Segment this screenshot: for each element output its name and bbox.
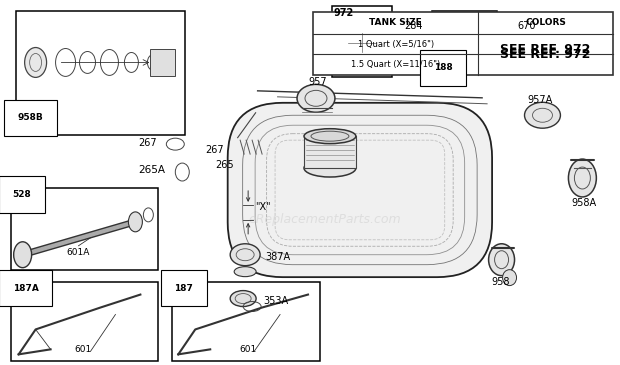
Ellipse shape xyxy=(489,244,515,276)
Ellipse shape xyxy=(525,102,560,128)
Ellipse shape xyxy=(14,242,32,268)
Text: 957: 957 xyxy=(308,77,327,87)
Text: 187: 187 xyxy=(174,284,193,293)
Text: "X": "X" xyxy=(255,202,271,212)
FancyBboxPatch shape xyxy=(151,49,175,76)
Text: 958: 958 xyxy=(492,277,510,287)
Text: TANK SIZE: TANK SIZE xyxy=(370,18,422,27)
Text: 958A: 958A xyxy=(572,198,596,208)
FancyBboxPatch shape xyxy=(172,282,320,361)
Ellipse shape xyxy=(128,212,143,232)
Text: 1 Quart (X=5/16"): 1 Quart (X=5/16") xyxy=(358,39,433,49)
Ellipse shape xyxy=(230,291,256,307)
FancyBboxPatch shape xyxy=(11,282,158,361)
Text: 972: 972 xyxy=(334,8,354,18)
Ellipse shape xyxy=(234,267,256,277)
Text: 528: 528 xyxy=(12,190,32,199)
FancyBboxPatch shape xyxy=(432,11,497,72)
Text: 601A: 601A xyxy=(67,248,90,257)
FancyBboxPatch shape xyxy=(313,12,613,75)
FancyBboxPatch shape xyxy=(16,11,185,135)
Text: SEE REF. 972: SEE REF. 972 xyxy=(500,43,591,56)
Text: 265A: 265A xyxy=(138,165,166,175)
Text: 267: 267 xyxy=(205,145,224,155)
Ellipse shape xyxy=(436,22,453,43)
Ellipse shape xyxy=(341,24,383,61)
Text: 957A: 957A xyxy=(528,95,553,105)
Text: eReplacementParts.com: eReplacementParts.com xyxy=(249,214,401,226)
Text: 284: 284 xyxy=(404,20,422,31)
Text: 601: 601 xyxy=(74,345,91,354)
Text: 387A: 387A xyxy=(265,252,290,262)
FancyBboxPatch shape xyxy=(332,6,392,77)
Text: 265: 265 xyxy=(215,160,234,170)
Ellipse shape xyxy=(475,20,493,46)
Ellipse shape xyxy=(521,46,533,55)
Text: 187A: 187A xyxy=(12,284,38,293)
Ellipse shape xyxy=(503,270,516,285)
Text: 267: 267 xyxy=(138,138,157,148)
Ellipse shape xyxy=(230,244,260,266)
Text: 188: 188 xyxy=(434,64,453,73)
Text: 1.5 Quart (X=11/16"): 1.5 Quart (X=11/16") xyxy=(351,60,440,69)
Text: 353A: 353A xyxy=(263,296,288,306)
Ellipse shape xyxy=(25,47,46,77)
FancyBboxPatch shape xyxy=(304,136,356,168)
Text: COLORS: COLORS xyxy=(525,18,566,27)
Text: 601: 601 xyxy=(239,345,257,354)
Text: 958B: 958B xyxy=(17,113,43,122)
Ellipse shape xyxy=(304,129,356,144)
FancyBboxPatch shape xyxy=(11,188,158,270)
Text: SEE REF. 972: SEE REF. 972 xyxy=(500,48,591,61)
Ellipse shape xyxy=(569,159,596,197)
Ellipse shape xyxy=(304,159,356,177)
Text: 670: 670 xyxy=(518,20,536,31)
FancyBboxPatch shape xyxy=(228,103,492,277)
Ellipse shape xyxy=(503,32,516,42)
Ellipse shape xyxy=(297,84,335,112)
